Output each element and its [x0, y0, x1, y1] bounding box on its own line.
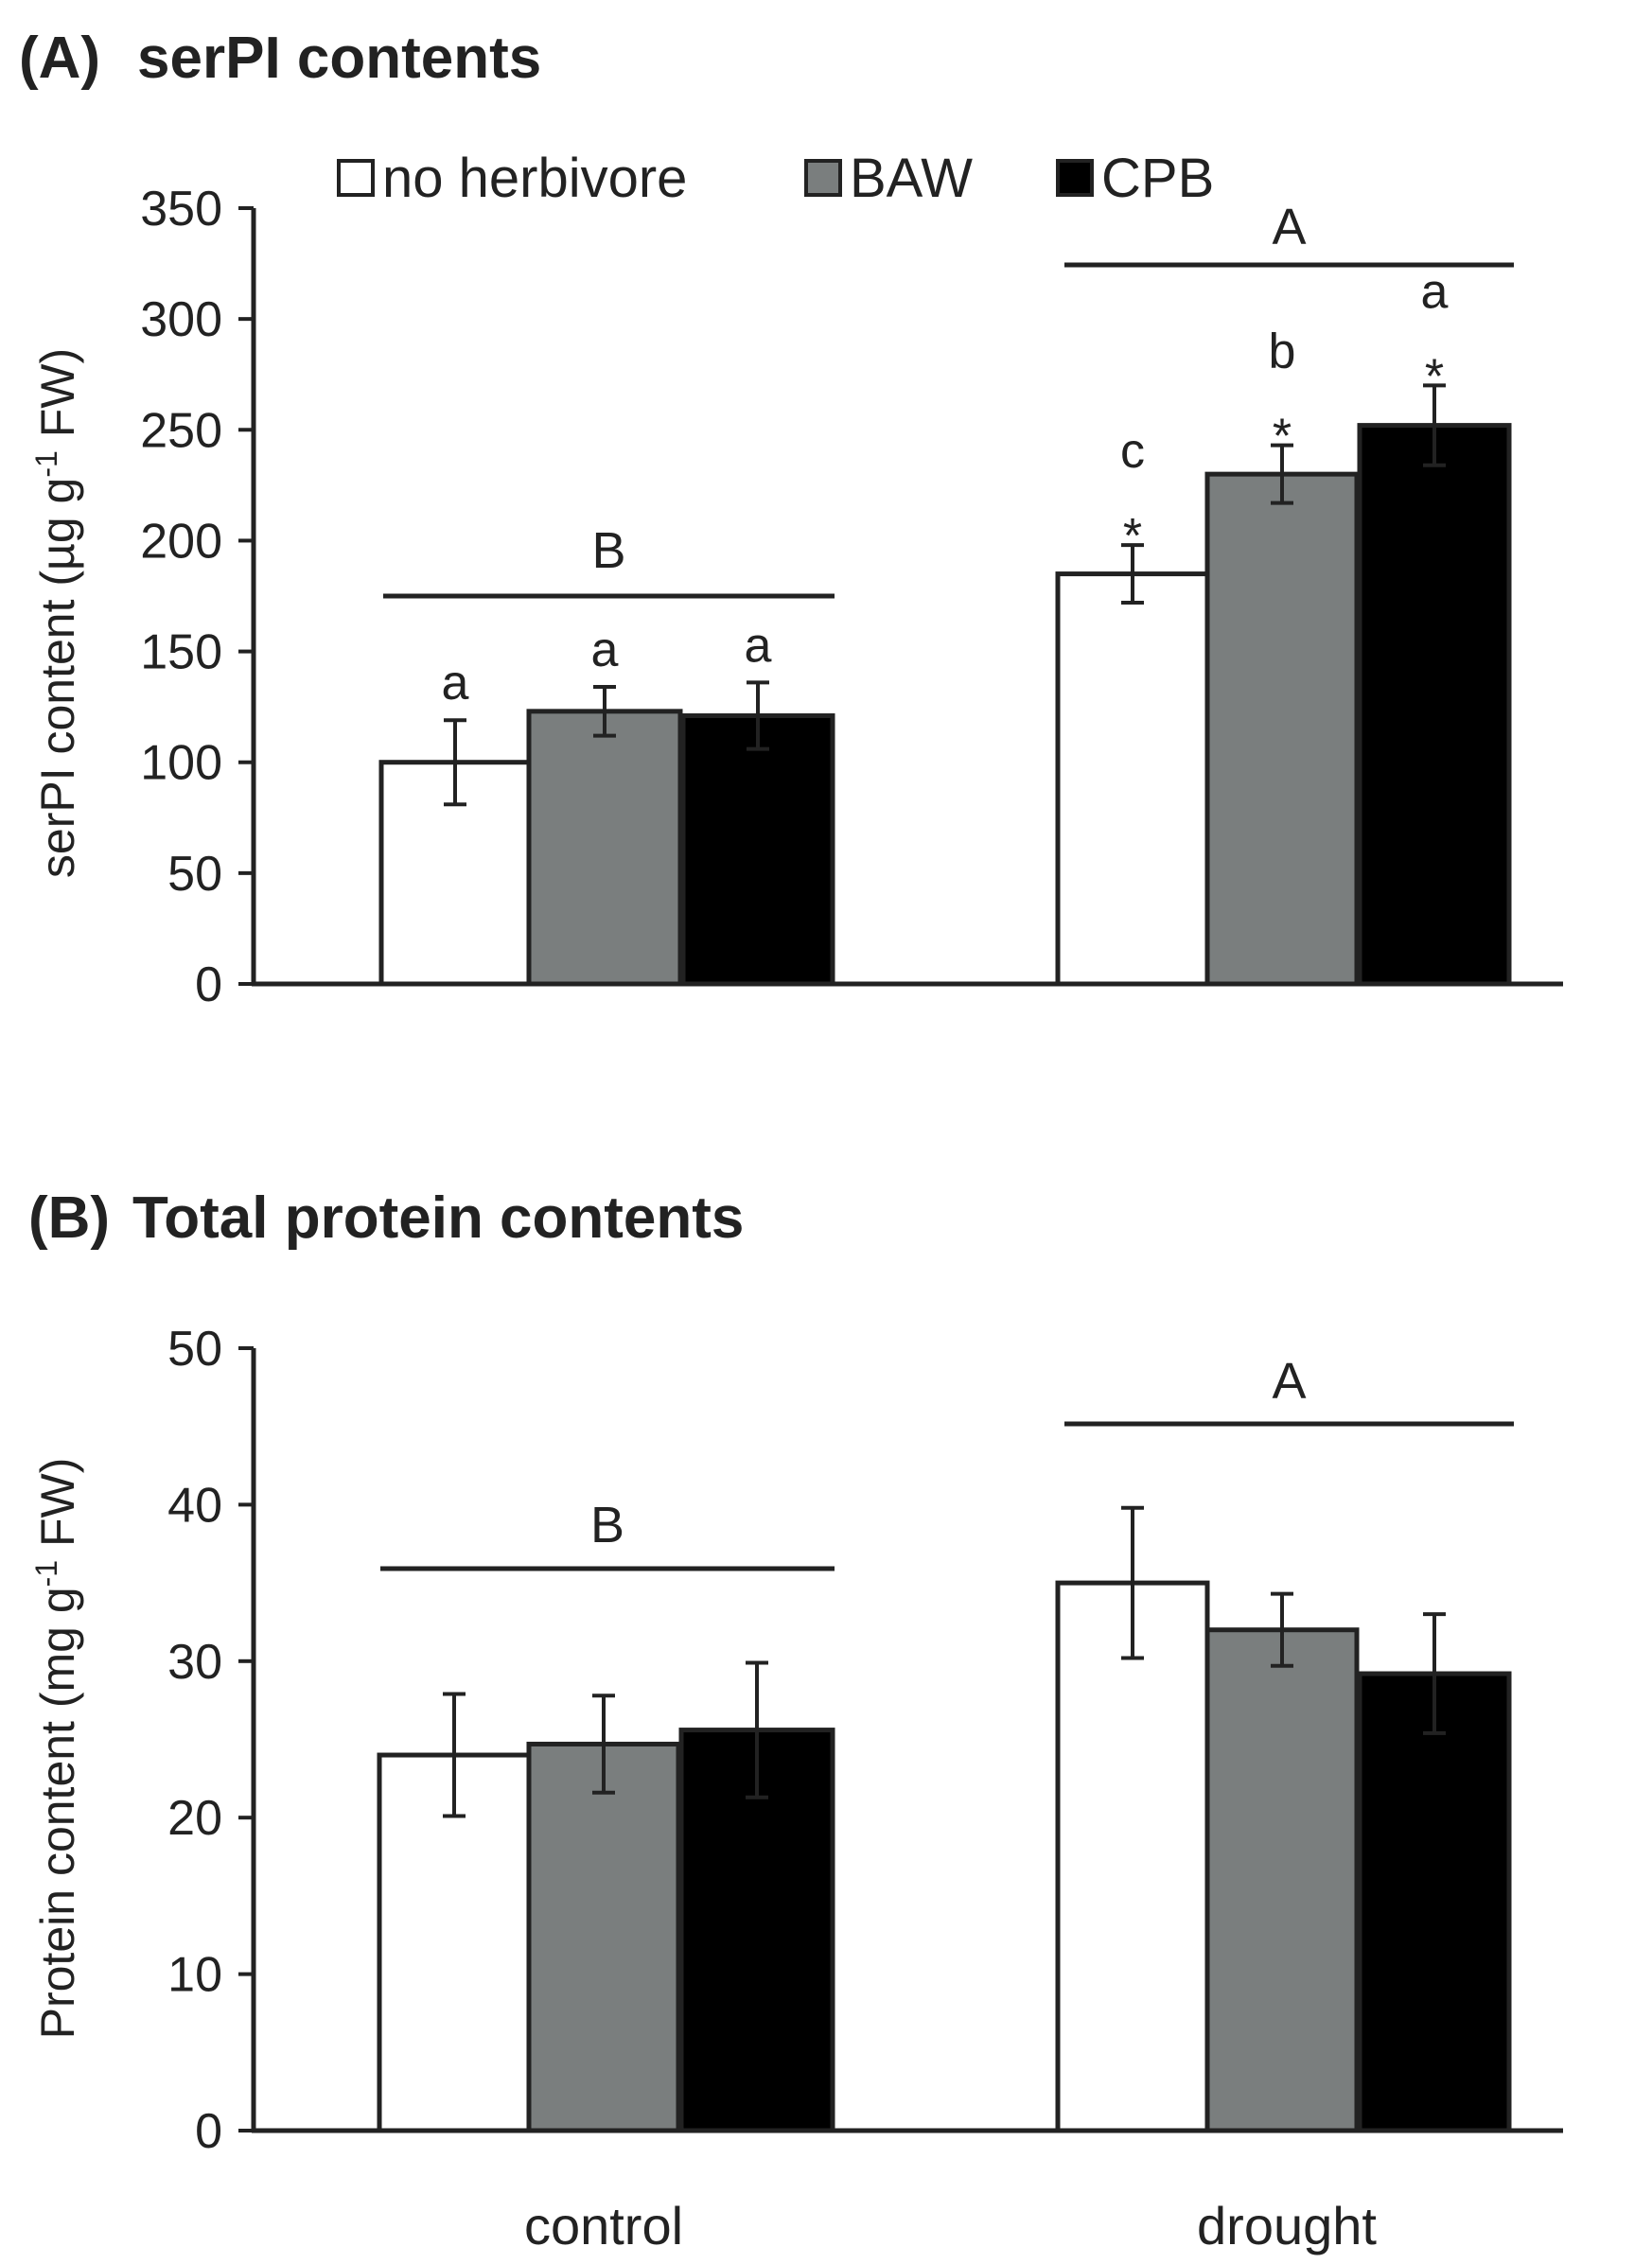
panel-b-plot: B A 0 10 20 30 40 50	[167, 1322, 1563, 2159]
panel-a-letter-label: a	[591, 623, 619, 677]
panel-a-bar-drought-cpb	[1357, 423, 1512, 987]
x-tick-drought: drought	[1197, 2196, 1377, 2255]
panel-a-y-tick-label: 350	[140, 182, 222, 237]
panel-a-y-axis-label: serPI content (µg g-1 FW)	[29, 348, 84, 878]
panel-a-title: serPI contents	[137, 26, 541, 91]
panel-a-y-tick-label: 150	[140, 625, 222, 680]
panel-b-y-axis-label: Protein content (mg g-1 FW)	[29, 1458, 84, 2040]
legend-swatch-no-herbivore	[337, 159, 375, 197]
panel-a-letter-label: c	[1120, 424, 1145, 479]
panel-a-group-label: B	[591, 522, 625, 579]
panel-a-y-axis-label-end: FW)	[31, 348, 84, 450]
panel-a-bar-drought-baw	[1204, 471, 1360, 987]
legend-label-no-herbivore: no herbivore	[382, 148, 687, 209]
panel-a-significance-star: *	[1123, 509, 1142, 564]
panel-a-letter-label: b	[1269, 325, 1296, 379]
panel-b-y-axis-label-end: FW)	[31, 1458, 84, 1560]
legend-label-cpb: CPB	[1101, 148, 1214, 209]
panel-a-bar-control-baw	[526, 709, 683, 987]
panel-a-letter-label: a	[745, 618, 772, 673]
panel-b-group-label: B	[590, 1497, 624, 1553]
panel-b-label: (B)	[28, 1185, 110, 1251]
panel-b-y-axis-label-sup: -1	[29, 1560, 63, 1587]
panel-a-y-tick-label: 50	[167, 847, 222, 902]
panel-b-bar-control-baw	[526, 1741, 681, 2133]
x-tick-control: control	[524, 2196, 683, 2255]
legend-swatch-baw	[804, 159, 842, 197]
panel-a-letter-label: a	[1421, 264, 1449, 319]
panel-b-y-axis-label-main: Protein content (mg g	[31, 1587, 84, 2039]
panel-a-y-tick-label: 0	[195, 957, 222, 1012]
panel-a-letter-label: a	[442, 656, 469, 711]
legend-swatch-cpb	[1056, 159, 1094, 197]
panel-a-y-axis-label-main: serPI content (µg g	[31, 478, 84, 878]
panel-a-y-tick-label: 100	[140, 736, 222, 791]
legend-label-baw: BAW	[850, 148, 973, 209]
panel-a-y-axis-label-sup: -1	[29, 450, 63, 477]
panel-b-y-tick-label: 50	[167, 1322, 222, 1377]
panel-a-group-label: A	[1272, 199, 1306, 255]
panel-b-y-tick-label: 40	[167, 1478, 222, 1533]
panel-a-bar-control-cpb	[680, 713, 835, 987]
legend: no herbivore BAW CPB	[337, 148, 1214, 209]
panel-a-y-tick-label: 250	[140, 403, 222, 458]
panel-b-y-tick-label: 20	[167, 1791, 222, 1846]
panel-a-bar-drought-no-herbivore	[1055, 571, 1210, 987]
panel-b-y-tick-label: 10	[167, 1948, 222, 2003]
panel-b-bar-drought-cpb	[1357, 1671, 1512, 2133]
panel-b-bar-drought-no-herbivore	[1055, 1580, 1210, 2133]
panel-a-y-tick-label: 200	[140, 514, 222, 569]
panel-b-group-label: A	[1272, 1353, 1306, 1410]
panel-b-y-tick-label: 30	[167, 1635, 222, 1690]
panel-a-significance-star: *	[1425, 349, 1444, 404]
panel-b-title: Total protein contents	[132, 1185, 744, 1251]
panel-a-significance-star: *	[1273, 410, 1292, 465]
panel-a-label: (A)	[19, 26, 100, 91]
panel-b-y-tick-label: 0	[195, 2104, 222, 2159]
panel-b-bar-drought-baw	[1204, 1627, 1360, 2133]
panel-a-y-tick-label: 300	[140, 292, 222, 347]
